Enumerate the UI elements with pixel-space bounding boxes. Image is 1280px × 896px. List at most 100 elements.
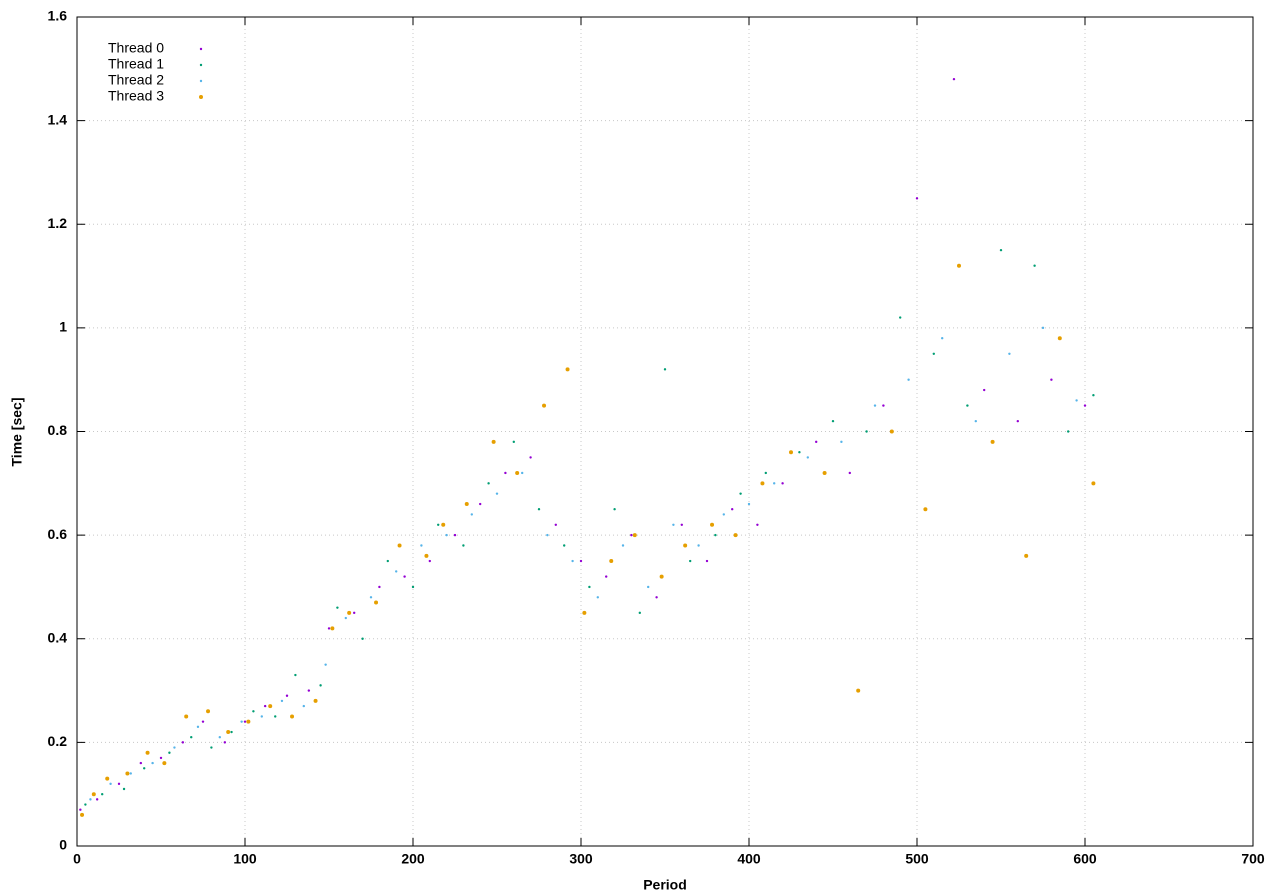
point — [856, 688, 861, 693]
legend-marker — [199, 63, 203, 67]
y-tick-label: 0.8 — [48, 422, 68, 438]
point — [822, 470, 827, 475]
point — [966, 404, 969, 407]
point — [647, 585, 650, 589]
point — [638, 611, 641, 615]
point — [145, 750, 150, 755]
point — [923, 507, 928, 512]
point — [952, 77, 956, 81]
point — [907, 378, 910, 381]
point — [307, 689, 311, 692]
point — [1008, 352, 1011, 355]
point — [441, 522, 446, 527]
plot-frame — [76, 16, 1254, 847]
legend-marker — [199, 47, 203, 51]
point — [374, 600, 379, 605]
point — [941, 337, 944, 340]
point — [196, 725, 200, 729]
point — [397, 543, 402, 548]
point — [764, 471, 767, 475]
point — [464, 502, 469, 507]
point — [330, 626, 335, 631]
point — [659, 574, 664, 579]
point — [689, 559, 692, 563]
point — [117, 782, 121, 786]
point — [683, 543, 688, 548]
point — [781, 482, 784, 485]
point — [882, 404, 885, 407]
point — [495, 492, 499, 495]
point — [1067, 430, 1070, 433]
point — [1024, 553, 1029, 558]
point — [218, 735, 221, 739]
point — [571, 559, 574, 563]
point — [1091, 481, 1096, 486]
point — [319, 684, 322, 687]
point — [95, 798, 99, 801]
point — [621, 544, 625, 547]
point — [129, 772, 132, 775]
point — [243, 720, 247, 723]
legend-marker — [199, 79, 203, 83]
point — [453, 533, 457, 537]
point — [369, 596, 373, 599]
point — [529, 456, 532, 459]
y-tick-label: 0 — [59, 837, 67, 853]
point — [632, 533, 637, 538]
point — [424, 553, 429, 558]
point — [889, 429, 894, 434]
point — [865, 430, 868, 433]
legend-label: Thread 1 — [108, 56, 164, 72]
point — [184, 714, 189, 719]
point — [1016, 419, 1019, 423]
point — [1092, 394, 1095, 397]
y-tick-label: 1 — [59, 319, 67, 335]
point — [672, 523, 675, 526]
point — [915, 197, 919, 200]
x-tick-label: 100 — [233, 851, 257, 867]
point — [462, 544, 465, 547]
point — [680, 523, 683, 526]
legend-label: Thread 2 — [108, 72, 164, 88]
x-tick-label: 600 — [1073, 851, 1097, 867]
point — [630, 533, 633, 537]
point — [122, 787, 126, 791]
point — [957, 263, 961, 268]
point — [125, 771, 130, 776]
x-tick-label: 400 — [737, 851, 761, 867]
y-tick-label: 0.2 — [48, 733, 68, 749]
point — [731, 508, 734, 511]
point — [848, 471, 851, 475]
point — [697, 544, 700, 547]
point — [491, 439, 496, 444]
point — [386, 559, 389, 563]
point — [521, 471, 524, 475]
point — [504, 471, 507, 475]
point — [347, 610, 352, 615]
legend-marker — [199, 95, 203, 99]
point — [487, 482, 490, 485]
point — [655, 596, 658, 599]
point — [705, 559, 709, 563]
point — [806, 456, 809, 459]
point — [663, 368, 667, 371]
point — [420, 544, 423, 547]
point — [554, 523, 557, 526]
point — [546, 533, 549, 537]
x-tick-label: 200 — [401, 851, 425, 867]
point — [240, 720, 243, 723]
point — [139, 761, 143, 765]
point — [226, 730, 231, 735]
point — [445, 533, 448, 537]
point — [1083, 404, 1087, 407]
point — [479, 502, 482, 506]
point — [101, 792, 104, 796]
point — [773, 482, 776, 485]
point — [223, 741, 227, 744]
point — [324, 663, 327, 666]
point — [831, 419, 835, 423]
point — [1050, 378, 1053, 381]
point — [563, 544, 566, 547]
point — [268, 704, 273, 709]
point — [403, 575, 406, 578]
